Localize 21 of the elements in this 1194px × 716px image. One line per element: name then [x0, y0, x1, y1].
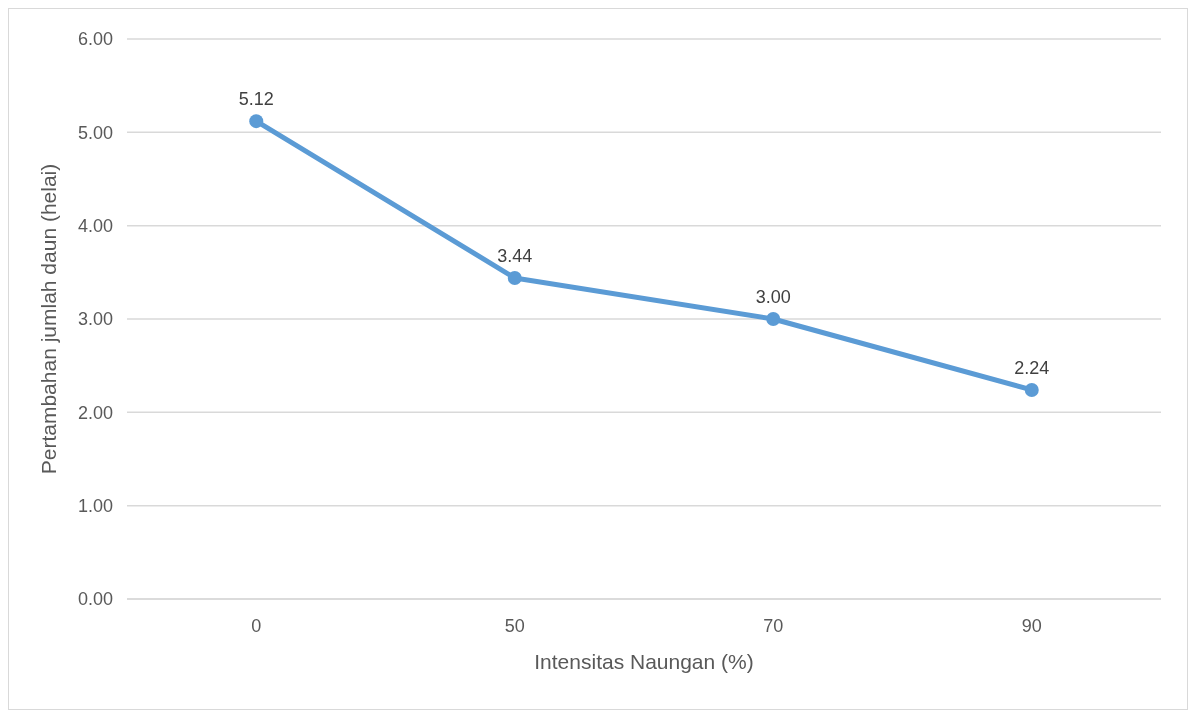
y-tick-label: 1.00 [77, 496, 113, 517]
y-tick-label: 3.00 [77, 309, 113, 330]
y-tick-label: 6.00 [77, 29, 113, 50]
x-tick-label: 0 [251, 615, 262, 636]
x-tick-label: 90 [1021, 615, 1042, 636]
data-label: 3.00 [755, 287, 791, 307]
y-tick-label: 4.00 [77, 216, 113, 237]
y-axis-title: Pertambahan jumlah daun (helai) [37, 163, 61, 475]
y-tick-label: 2.00 [77, 402, 113, 423]
point [1024, 382, 1039, 397]
point [249, 114, 264, 129]
point [507, 270, 522, 285]
x-tick-label: 70 [763, 615, 784, 636]
data-label: 3.44 [497, 245, 533, 266]
point [766, 312, 781, 326]
y-tick-label: 5.00 [77, 122, 113, 143]
data-label: 2.24 [1014, 357, 1050, 378]
data-label: 5.12 [238, 89, 274, 110]
y-tick-label: 0.00 [77, 589, 113, 610]
x-tick-label: 50 [504, 615, 525, 636]
x-axis-title: Intensitas Naungan (%) [534, 650, 754, 673]
